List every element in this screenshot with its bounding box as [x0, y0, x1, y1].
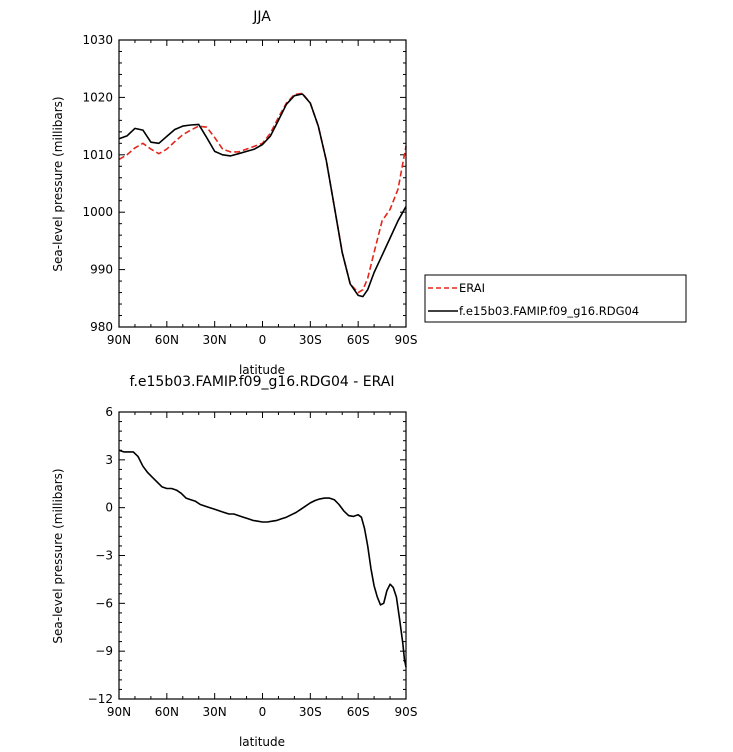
y-tick-label: 3 — [105, 453, 113, 467]
x-tick-label: 0 — [259, 705, 267, 719]
series-line-top-0 — [118, 92, 407, 294]
y-tick-label: −9 — [95, 644, 113, 658]
series-line-top-1 — [118, 93, 407, 298]
y-tick-label: 6 — [105, 405, 113, 419]
series-lines-top — [118, 92, 407, 298]
y-tick-label: 0 — [105, 501, 113, 515]
x-tick-label: 0 — [259, 333, 267, 347]
y-tick-label: 1020 — [82, 90, 113, 104]
x-axis-label-bottom: latitude — [239, 735, 285, 749]
series-lines-bottom — [118, 449, 407, 668]
x-tick-label: 30S — [299, 705, 322, 719]
x-tick-label: 90S — [395, 333, 418, 347]
plot-frame-top — [118, 39, 407, 328]
chart-title-jja: JJA — [252, 9, 271, 25]
plot-frame-bottom — [118, 411, 407, 700]
y-tick-label: 990 — [90, 263, 113, 277]
x-tick-label: 30S — [299, 333, 322, 347]
x-tick-label: 90N — [107, 333, 131, 347]
y-tick-label: −3 — [95, 549, 113, 563]
x-tick-label: 30N — [203, 705, 227, 719]
x-tick-label: 60S — [347, 705, 370, 719]
y-tick-label: 1010 — [82, 148, 113, 162]
y-tick-label: 1030 — [82, 33, 113, 47]
tick-labels-top: 90N 60N 30N 0 30S 60S 90S 980 990 1000 1010 1020 103… — [82, 33, 417, 347]
x-tick-label: 60N — [155, 333, 179, 347]
x-tick-label: 90N — [107, 705, 131, 719]
chart-slp-jja: JJA Sea-level pressure (millibars) latit… — [51, 9, 687, 377]
x-tick-label: 60N — [155, 705, 179, 719]
legend-label-model: f.e15b03.FAMIP.f09_g16.RDG04 — [459, 304, 639, 318]
legend: ERAI f.e15b03.FAMIP.f09_g16.RDG04 — [424, 274, 687, 323]
x-tick-label: 90S — [395, 705, 418, 719]
tick-marks-top — [118, 39, 407, 328]
x-tick-label: 60S — [347, 333, 370, 347]
y-tick-label: −12 — [88, 692, 113, 706]
chart-title-difference: f.e15b03.FAMIP.f09_g16.RDG04 - ERAI — [130, 374, 395, 390]
x-axis-label-top: latitude — [239, 363, 285, 377]
legend-label-erai: ERAI — [459, 281, 485, 295]
y-axis-label-top: Sea-level pressure (millibars) — [51, 96, 65, 271]
y-tick-label: 980 — [90, 320, 113, 334]
y-axis-label-bottom: Sea-level pressure (millibars) — [51, 468, 65, 643]
series-line-bottom-0 — [118, 449, 407, 668]
tick-marks-bottom — [118, 411, 407, 700]
y-tick-label: 1000 — [82, 205, 113, 219]
legend-box — [424, 274, 687, 323]
x-tick-label: 30N — [203, 333, 227, 347]
tick-labels-bottom: 90N 60N 30N 0 30S 60S 90S −12 −9 −6 −3 0 3 6 — [88, 405, 418, 719]
chart-slp-difference: f.e15b03.FAMIP.f09_g16.RDG04 - ERAI Sea-… — [51, 374, 417, 749]
y-tick-label: −6 — [95, 596, 113, 610]
